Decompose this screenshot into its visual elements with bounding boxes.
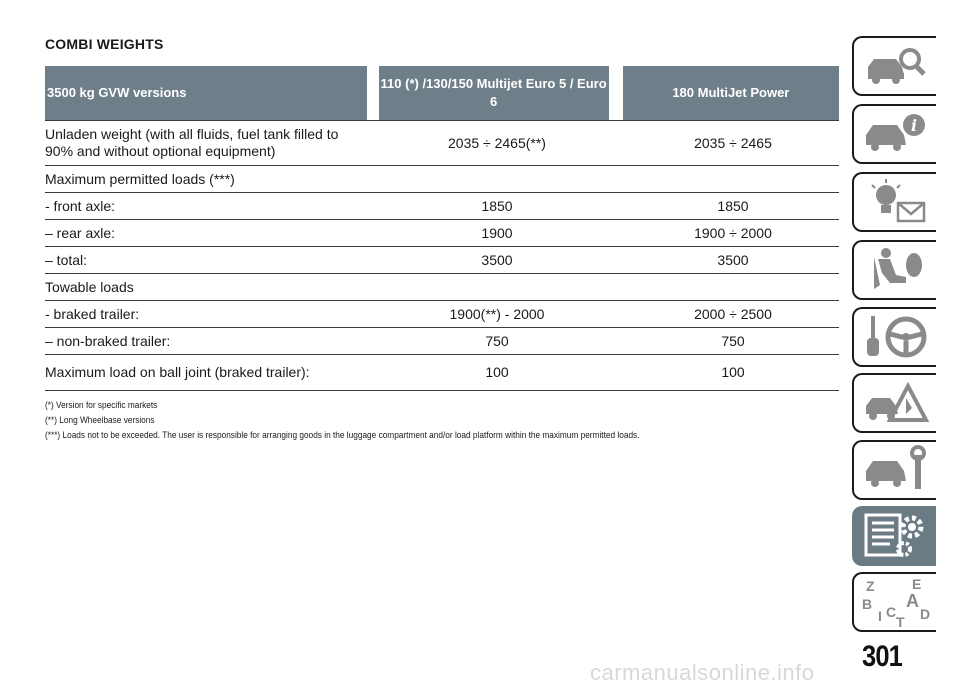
row-value-col2: 2000 ÷ 2500: [694, 305, 772, 322]
row-value-col2: 1900 ÷ 2000: [694, 224, 772, 241]
row-value-col2: 1850: [717, 197, 749, 214]
tab-car-search[interactable]: [852, 36, 936, 96]
svg-text:C: C: [886, 604, 896, 620]
footnote: (**) Long Wheelbase versions: [45, 415, 155, 425]
weights-table: 3500 kg GVW versions 110 (*) /130/150 Mu…: [45, 66, 840, 391]
table-row: - front axle: 1850 1850: [45, 193, 839, 220]
row-label: - front axle:: [45, 197, 116, 214]
row-value-col2: 2035 ÷ 2465: [694, 134, 772, 151]
key-steering-wheel-icon: [867, 316, 927, 358]
row-value-col1: 100: [485, 364, 509, 380]
svg-text:B: B: [862, 596, 872, 612]
tab-warning-lights[interactable]: [852, 172, 936, 232]
footnote: (***) Loads not to be exceeded. The user…: [45, 430, 640, 440]
car-warning-triangle-icon: [866, 381, 930, 422]
row-label: Towable loads: [45, 278, 134, 295]
row-label: - braked trailer:: [45, 305, 140, 322]
table-row: – non-braked trailer: 750 750: [45, 328, 839, 355]
alphabet-index-icon: Z E B A I C D T: [862, 577, 930, 627]
header-versions: 3500 kg GVW versions: [45, 66, 367, 120]
header-multijet-power: 180 MultiJet Power: [622, 66, 840, 120]
row-value-col1: 1900: [481, 224, 513, 241]
svg-text:Z: Z: [866, 578, 875, 594]
svg-text:E: E: [912, 577, 921, 592]
row-value-col2: 750: [721, 332, 745, 349]
row-label: – rear axle:: [45, 224, 116, 241]
tab-specs[interactable]: [852, 506, 936, 566]
car-info-icon: i: [866, 114, 925, 151]
watermark: carmanualsonline.info: [590, 660, 815, 685]
svg-text:i: i: [911, 116, 917, 135]
specs-gears-icon: [864, 513, 924, 557]
table-row: Unladen weight (with all fluids, fuel ta…: [45, 120, 839, 166]
table-row: Towable loads: [45, 274, 839, 301]
row-value-col1: 1850: [481, 197, 513, 214]
row-label: – non-braked trailer:: [45, 332, 171, 349]
header-multijet-euro: 110 (*) /130/150 Multijet Euro 5 / Euro …: [378, 66, 609, 120]
svg-text:D: D: [920, 606, 930, 622]
row-label: – total:: [45, 251, 88, 268]
row-label: Maximum load on ball joint (braked trail…: [45, 364, 310, 380]
row-value-col1: 3500: [481, 251, 513, 268]
row-label: Maximum permitted loads (***): [45, 170, 235, 187]
table-row: Maximum permitted loads (***): [45, 166, 839, 193]
seat-airbag-icon: [874, 248, 922, 289]
car-search-icon: [868, 48, 926, 84]
car-wrench-icon: [866, 445, 926, 489]
row-value-col1: 2035 ÷ 2465(**): [448, 134, 546, 151]
table-row: – total: 3500 3500: [45, 247, 839, 274]
warning-lights-message-icon: [871, 179, 926, 223]
table-row: - braked trailer: 1900(**) - 2000 2000 ÷…: [45, 301, 839, 328]
svg-text:I: I: [878, 608, 882, 624]
page-title: COMBI WEIGHTS: [45, 36, 164, 52]
row-value-col1: 750: [485, 332, 509, 349]
row-value-col2: 3500: [717, 251, 749, 268]
svg-text:A: A: [906, 591, 919, 611]
page-number: 301: [862, 640, 903, 673]
footnote: (*) Version for specific markets: [45, 400, 158, 410]
tab-key-steering[interactable]: [852, 307, 936, 367]
svg-text:T: T: [896, 614, 905, 627]
table-row: – rear axle: 1900 1900 ÷ 2000: [45, 220, 839, 247]
table-row: Maximum load on ball joint (braked trail…: [45, 355, 839, 391]
tab-seat-airbag[interactable]: [852, 240, 936, 300]
row-value-col2: 100: [721, 364, 745, 380]
row-value-col1: 1900(**) - 2000: [449, 305, 545, 322]
footnotes: (*) Version for specific markets (**) Lo…: [45, 398, 775, 443]
table-header: 3500 kg GVW versions 110 (*) /130/150 Mu…: [45, 66, 840, 120]
tab-car-warning[interactable]: [852, 373, 936, 433]
tab-car-wrench[interactable]: [852, 440, 936, 500]
row-label: Unladen weight (with all fluids, fuel ta…: [45, 126, 339, 159]
tab-car-info[interactable]: i: [852, 104, 936, 164]
tab-alphabetical-index[interactable]: Z E B A I C D T: [852, 572, 936, 632]
chapter-tabs: i: [852, 0, 960, 686]
